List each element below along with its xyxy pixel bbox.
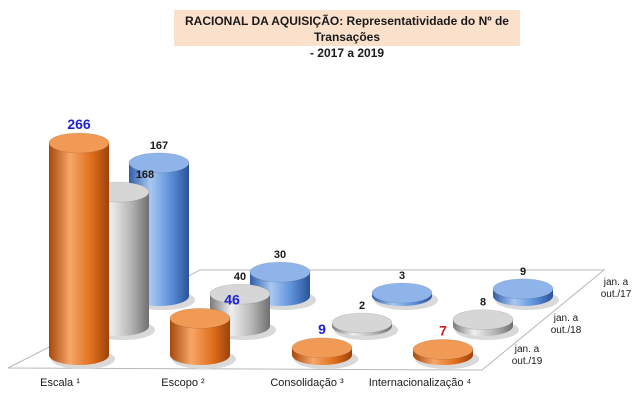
series-2017-2-value-label: 3 — [399, 270, 405, 282]
series-2017-1-value-label: 30 — [274, 249, 286, 261]
series-2019-0-bar — [49, 143, 109, 365]
series-2017-1-bar-top — [249, 261, 311, 283]
series-label-1: jan. a out./18 — [551, 313, 582, 336]
series-2019-0-bar-top — [48, 132, 110, 154]
chart-title-line1: RACIONAL DA AQUISIÇÃO: Representatividad… — [185, 14, 509, 44]
series-2019-3-bar-top — [412, 339, 474, 360]
series-2018-1-bar-top — [209, 283, 271, 305]
series-label-2: jan. a out./19 — [512, 344, 543, 367]
series-2019-1-bar-top — [169, 308, 231, 329]
series-2019-1-bar — [170, 318, 230, 365]
series-2017-2-bar-top — [371, 282, 433, 304]
series-2018-2-value-label: 2 — [359, 300, 365, 312]
chart-title-line2: - 2017 a 2019 — [309, 46, 385, 60]
series-2019-2-value-label: 9 — [318, 321, 326, 337]
series-2018-1-value-label: 40 — [234, 271, 246, 283]
series-2019-1-value-label: 46 — [224, 291, 240, 307]
series-2017-3-bar-top — [492, 278, 554, 300]
chart-title: RACIONAL DA AQUISIÇÃO: Representatividad… — [174, 10, 520, 60]
series-2017-0-value-label: 167 — [150, 140, 168, 152]
category-label-2: Consolidação ³ — [270, 377, 344, 389]
series-2017-0-bar-top — [128, 152, 190, 174]
series-label-0: jan. a out./17 — [601, 277, 632, 300]
series-2018-2-bar-top — [331, 312, 393, 334]
series-2017-3-value-label: 9 — [520, 266, 526, 278]
series-2019-2-bar-top — [291, 337, 353, 359]
category-label-3: Internacionalização ⁴ — [369, 377, 472, 389]
series-2019-3-value-label: 7 — [439, 322, 447, 338]
series-2018-3-value-label: 8 — [480, 297, 486, 309]
category-label-0: Escala ¹ — [40, 377, 80, 389]
series-2018-3-bar-top — [452, 309, 514, 330]
series-2018-0-value-label: 168 — [136, 169, 154, 181]
category-label-1: Escopo ² — [161, 377, 205, 389]
series-2019-0-value-label: 266 — [67, 116, 91, 132]
